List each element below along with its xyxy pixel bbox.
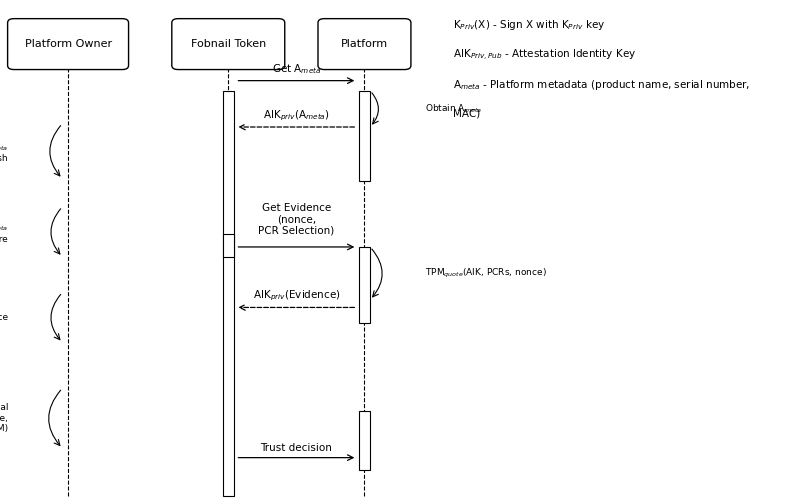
- Text: Get Evidence
(nonce,
PCR Selection): Get Evidence (nonce, PCR Selection): [258, 203, 335, 236]
- Text: Get A$_{meta}$: Get A$_{meta}$: [272, 62, 321, 76]
- Bar: [359, 411, 370, 470]
- Text: AIK$_{Priv,Pub}$ - Attestation Identity Key: AIK$_{Priv,Pub}$ - Attestation Identity …: [453, 48, 636, 63]
- Text: Verify A$_{meta}$
signature: Verify A$_{meta}$ signature: [0, 220, 8, 243]
- FancyArrowPatch shape: [50, 125, 61, 176]
- Text: TPM$_{quote}$(AIK, PCRs, nonce): TPM$_{quote}$(AIK, PCRs, nonce): [425, 267, 546, 280]
- Text: Obtain A$_{meta}$: Obtain A$_{meta}$: [425, 103, 481, 115]
- FancyArrowPatch shape: [372, 249, 382, 297]
- Text: MAC): MAC): [453, 108, 480, 118]
- Bar: [359, 247, 370, 323]
- Text: Verify Evidence: Verify Evidence: [0, 313, 8, 322]
- Text: Evidence Appraisal
(nonce, Evidence,
RIM): Evidence Appraisal (nonce, Evidence, RIM…: [0, 403, 8, 433]
- Bar: [223, 234, 234, 257]
- Text: AIK$_{priv}$(Evidence): AIK$_{priv}$(Evidence): [252, 289, 340, 303]
- FancyBboxPatch shape: [318, 19, 411, 70]
- FancyArrowPatch shape: [49, 390, 61, 446]
- FancyArrowPatch shape: [51, 294, 61, 340]
- Text: Platform Owner: Platform Owner: [25, 39, 111, 49]
- Text: A$_{meta}$ - Platform metadata (product name, serial number,: A$_{meta}$ - Platform metadata (product …: [453, 78, 750, 92]
- Text: Platform: Platform: [341, 39, 388, 49]
- Text: Fobnail Token: Fobnail Token: [191, 39, 266, 49]
- FancyBboxPatch shape: [171, 19, 285, 70]
- Bar: [223, 91, 234, 496]
- Bar: [359, 91, 370, 181]
- FancyArrowPatch shape: [51, 209, 61, 254]
- Text: Verify A$_{meta}$
hash: Verify A$_{meta}$ hash: [0, 140, 8, 163]
- Text: K$_{Priv}$(X) - Sign X with K$_{Priv}$ key: K$_{Priv}$(X) - Sign X with K$_{Priv}$ k…: [453, 18, 605, 32]
- Text: Trust decision: Trust decision: [260, 443, 332, 453]
- FancyArrowPatch shape: [372, 93, 378, 124]
- Text: AIK$_{priv}$(A$_{meta}$): AIK$_{priv}$(A$_{meta}$): [263, 108, 330, 123]
- FancyBboxPatch shape: [8, 19, 129, 70]
